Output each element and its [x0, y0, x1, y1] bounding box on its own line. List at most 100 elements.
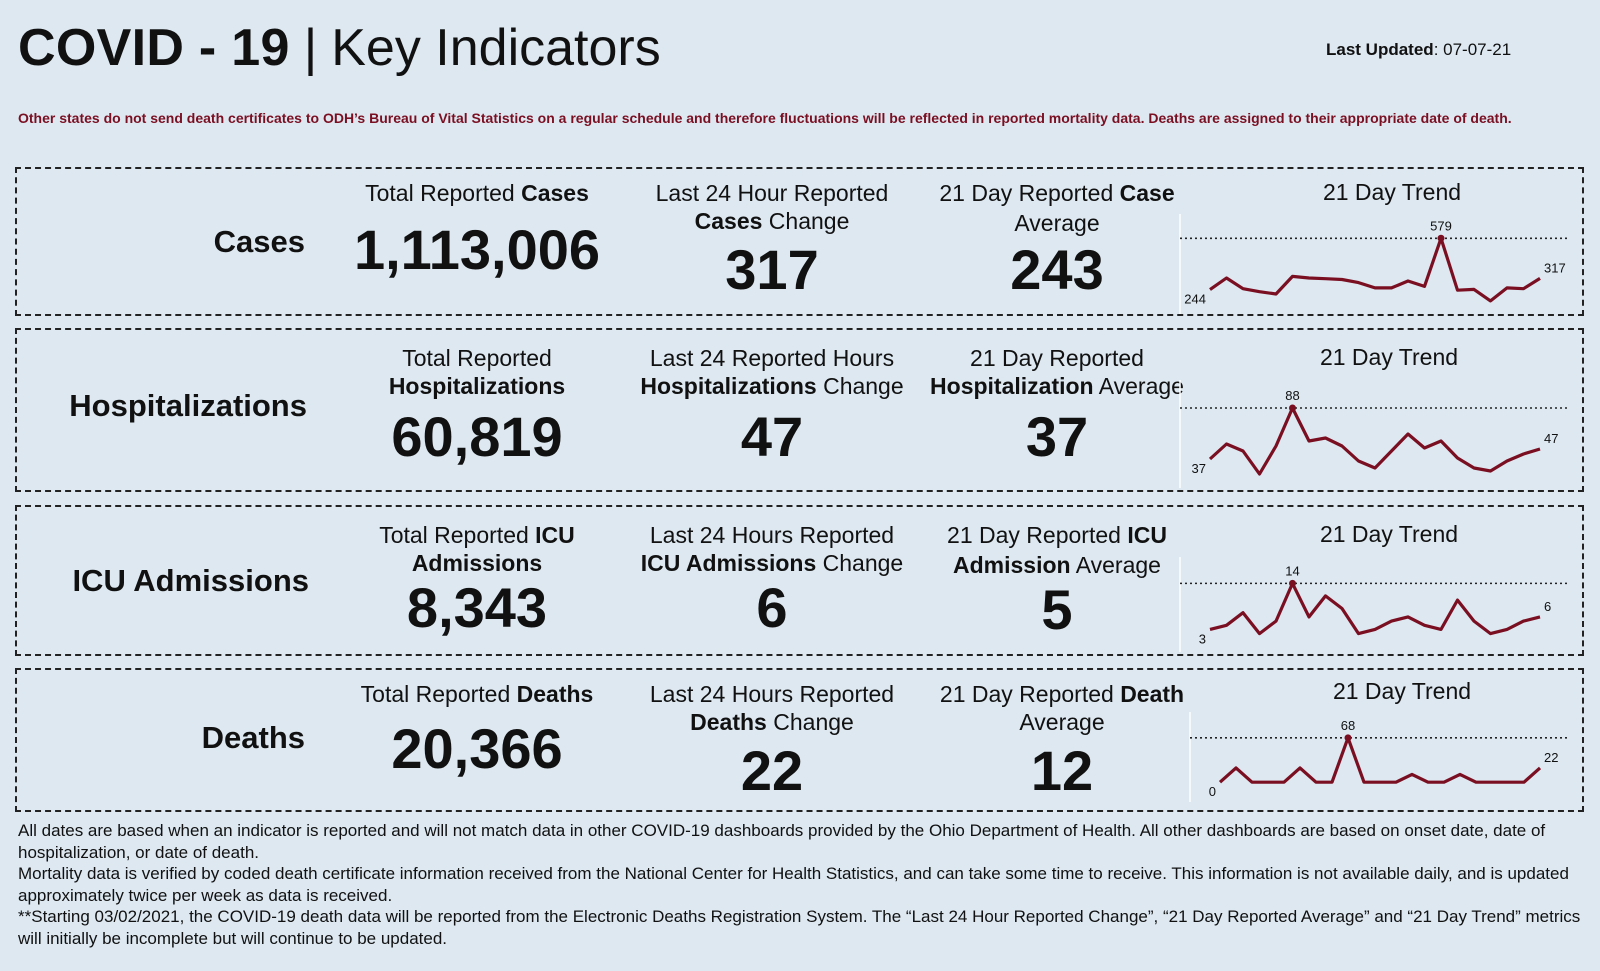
trend-series-line: [1209, 236, 1541, 303]
metric-value: 6: [756, 576, 788, 639]
metric-header-bold: Case: [1119, 180, 1175, 206]
row-label-deaths: Deaths: [201, 720, 305, 755]
trend-label-last: 317: [1544, 260, 1566, 275]
trend-chart-cases: 244 579 317: [1179, 214, 1570, 314]
metric-header-bold: Hospitalizations: [640, 373, 817, 399]
trend-max-point: [1437, 234, 1445, 242]
metric-total-cases: Total Reported Cases 1,113,006: [317, 179, 637, 281]
trend-label-max: 88: [1285, 388, 1299, 403]
metric-21day-deaths: 21 Day Reported Death Average 12: [897, 680, 1227, 802]
trend-title: 21 Day Trend: [1319, 521, 1459, 547]
metric-value: 8,343: [406, 576, 548, 639]
trend-label-max: 579: [1430, 218, 1452, 233]
metric-header: Average: [1014, 210, 1100, 236]
mortality-note: Other states do not send death certifica…: [18, 110, 1512, 126]
metric-header-bold: Admission: [953, 552, 1071, 578]
metric-header-bold: ICU: [1127, 522, 1167, 548]
metric-header: 21 Day Reported: [970, 345, 1144, 371]
metric-value: 317: [725, 238, 819, 301]
metric-header-bold: Deaths: [516, 681, 594, 707]
footer-note: **Starting 03/02/2021, the COVID-19 deat…: [18, 907, 1581, 948]
page-title: COVID - 19 | Key Indicators: [18, 18, 661, 82]
metric-header: 21 Day Reported: [939, 681, 1121, 707]
metric-total-hospitalizations: Total Reported Hospitalizations 60,819: [317, 344, 637, 468]
trend-series-line: [1209, 581, 1541, 636]
trend-label-first: 37: [1192, 461, 1206, 476]
metric-value: 5: [1041, 578, 1073, 641]
title-subtitle: Key Indicators: [331, 19, 661, 77]
metric-21day-cases: 21 Day Reported Case Average 243: [902, 179, 1212, 301]
metric-header-bold: ICU: [535, 522, 575, 548]
metric-total-deaths: Total Reported Deaths 20,366: [317, 680, 637, 780]
metric-header: Last 24 Hours Reported: [649, 522, 895, 548]
trend-label-last: 47: [1544, 431, 1558, 446]
metric-header: Last 24 Reported Hours: [649, 345, 895, 371]
metric-header: Total Reported: [365, 180, 522, 206]
trend-max-point: [1289, 579, 1296, 587]
trend-chart-hospitalizations: 37 88 47: [1179, 380, 1570, 488]
trend-title: 21 Day Trend: [1319, 344, 1459, 370]
last-updated-value: : 07-07-21: [1433, 40, 1512, 59]
metric-24h-deaths: Last 24 Hours Reported Deaths Change 22: [607, 680, 937, 802]
trend-label-max: 14: [1285, 563, 1299, 578]
trend-series-line: [1218, 736, 1542, 784]
trend-title: 21 Day Trend: [1322, 179, 1462, 205]
footer-notes: All dates are based when an indicator is…: [18, 820, 1588, 949]
trend-label-last: 22: [1544, 750, 1558, 765]
metric-value: 12: [1030, 739, 1094, 802]
metric-value: 243: [1010, 238, 1104, 301]
metric-header: Average: [1019, 709, 1105, 735]
metric-header: Last 24 Hours Reported: [649, 681, 895, 707]
metric-header: Average: [1093, 373, 1184, 399]
metric-24h-icu: Last 24 Hours Reported ICU Admissions Ch…: [607, 521, 937, 639]
metric-21day-hospitalizations: 21 Day Reported Hospitalization Average …: [887, 344, 1227, 468]
title-main: COVID - 19: [18, 19, 290, 77]
trend-series-line: [1208, 406, 1541, 476]
metric-value: 1,113,006: [353, 218, 601, 281]
footer-note: All dates are based when an indicator is…: [18, 821, 1546, 862]
footer-note: Mortality data is verified by coded deat…: [18, 864, 1569, 905]
trend-label-first: 3: [1199, 631, 1206, 646]
metric-header: 21 Day Reported: [939, 180, 1120, 206]
metric-header-bold: ICU Admissions: [640, 550, 817, 576]
trend-max-point: [1289, 404, 1296, 412]
metric-header: Total Reported: [360, 681, 517, 707]
hospitalizations-panel: Hospitalizations Total Reported Hospital…: [15, 328, 1584, 492]
trend-label-first: 244: [1184, 292, 1206, 307]
metric-value: 37: [1025, 405, 1089, 468]
metric-21day-icu: 21 Day Reported ICU Admission Average 5: [887, 521, 1227, 641]
metric-header: Change: [816, 550, 904, 576]
metric-header-bold: Cases: [694, 208, 763, 234]
row-label-cases: Cases: [213, 224, 305, 259]
last-updated: Last Updated: 07-07-21: [1326, 40, 1511, 60]
metric-24h-hospitalizations: Last 24 Reported Hours Hospitalizations …: [607, 344, 937, 468]
metric-header: Total Reported: [379, 522, 536, 548]
metric-header-bold: Cases: [521, 180, 589, 206]
metric-value: 60,819: [391, 405, 563, 468]
metric-header-bold: Deaths: [690, 709, 767, 735]
row-label-hospitalizations: Hospitalizations: [69, 388, 307, 423]
metric-header: Last 24 Hour Reported: [655, 180, 889, 206]
metric-header: Total Reported: [402, 345, 552, 371]
trend-title: 21 Day Trend: [1332, 678, 1472, 704]
metric-header-bold: Hospitalization: [930, 373, 1094, 399]
metric-header-bold: Death: [1120, 681, 1185, 707]
cases-panel: Cases Total Reported Cases 1,113,006 Las…: [15, 167, 1584, 316]
trend-label-first: 0: [1209, 784, 1216, 799]
trend-label-last: 6: [1544, 599, 1551, 614]
metric-value: 20,366: [391, 717, 563, 780]
last-updated-label: Last Updated: [1326, 40, 1434, 59]
metric-total-icu: Total Reported ICU Admissions 8,343: [317, 521, 637, 639]
metric-header: 21 Day Reported: [947, 522, 1128, 548]
row-label-icu: ICU Admissions: [72, 563, 309, 598]
metric-header: Change: [762, 208, 850, 234]
trend-label-max: 68: [1341, 718, 1355, 733]
metric-value: 22: [740, 739, 804, 802]
icu-panel: ICU Admissions Total Reported ICU Admiss…: [15, 505, 1584, 656]
metric-header: Average: [1070, 552, 1161, 578]
metric-header: Change: [816, 373, 904, 399]
trend-chart-icu: 3 14 6: [1179, 557, 1570, 652]
trend-max-point: [1344, 734, 1352, 742]
metric-header-bold: Hospitalizations: [388, 373, 566, 399]
metric-header-bold: Admissions: [411, 550, 543, 576]
